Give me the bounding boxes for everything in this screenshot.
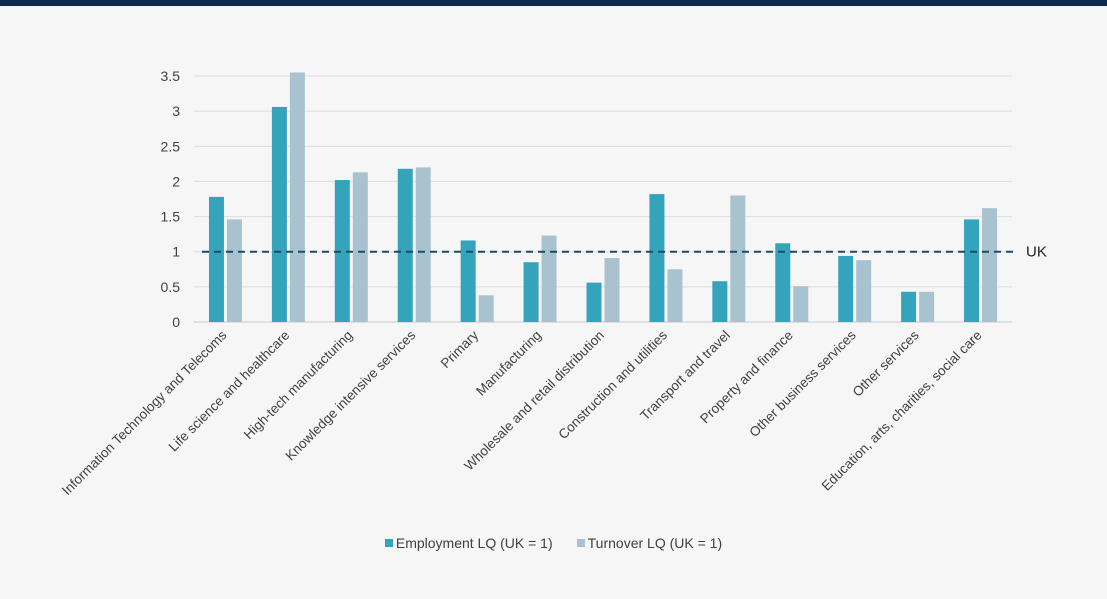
gridlines xyxy=(194,75,1012,323)
legend-label-employment: Employment LQ (UK = 1) xyxy=(395,535,553,551)
bar-employment xyxy=(901,291,917,322)
bar-employment xyxy=(775,243,791,322)
bar-employment xyxy=(712,281,728,322)
bar-employment xyxy=(460,240,476,322)
bar-employment xyxy=(208,196,224,322)
bar-turnover xyxy=(982,208,998,322)
bar-employment xyxy=(397,168,413,322)
x-axis-labels: Information Technology and TelecomsLife … xyxy=(59,327,985,498)
y-tick-label: 1 xyxy=(172,244,180,260)
bar-turnover xyxy=(541,235,557,322)
bar-turnover xyxy=(667,269,683,322)
y-tick-label: 0.5 xyxy=(161,279,181,295)
x-category-label: Life science and healthcare xyxy=(166,328,293,455)
x-category-label: Other services xyxy=(850,327,922,399)
bar-turnover xyxy=(226,219,242,322)
y-tick-label: 3 xyxy=(172,103,180,119)
bar-turnover xyxy=(730,195,746,322)
y-tick-label: 1.5 xyxy=(161,209,181,225)
bar-turnover xyxy=(352,172,368,322)
bar-turnover xyxy=(289,72,305,322)
bar-employment xyxy=(964,219,980,322)
legend-label-turnover: Turnover LQ (UK = 1) xyxy=(587,535,723,551)
x-category-label: Other business services xyxy=(746,327,859,440)
bar-employment xyxy=(586,282,602,322)
y-tick-label: 2.5 xyxy=(161,138,181,154)
bar-employment xyxy=(838,255,854,322)
x-category-label: Primary xyxy=(438,327,482,371)
bar-turnover xyxy=(793,286,809,322)
bar-employment xyxy=(523,262,539,322)
bar-turnover xyxy=(478,295,494,322)
legend-swatch-turnover xyxy=(576,539,585,547)
bar-turnover xyxy=(919,291,935,322)
reference-line-group: UK xyxy=(202,244,1047,261)
top-bar xyxy=(0,0,1107,6)
bar-turnover xyxy=(415,167,431,322)
bar-turnover xyxy=(856,260,872,322)
reference-line-label: UK xyxy=(1026,244,1047,261)
y-axis-ticks: 0 0.5 1 1.5 2 2.5 3 3.5 xyxy=(161,68,181,330)
y-tick-label: 3.5 xyxy=(161,68,181,84)
y-tick-label: 0 xyxy=(172,314,180,330)
legend: Employment LQ (UK = 1) Turnover LQ (UK =… xyxy=(0,535,1107,551)
bar-employment xyxy=(271,106,287,322)
legend-swatch-employment xyxy=(384,539,393,547)
bar-turnover xyxy=(604,258,620,322)
legend-item-turnover: Turnover LQ (UK = 1) xyxy=(576,535,723,551)
x-category-label: Manufacturing xyxy=(473,328,544,399)
x-category-label: Construction and utilities xyxy=(555,327,670,442)
bar-employment xyxy=(649,194,665,322)
x-category-label: Knowledge intensive services xyxy=(283,327,419,463)
bars xyxy=(208,72,998,322)
y-tick-label: 2 xyxy=(172,173,180,189)
legend-item-employment: Employment LQ (UK = 1) xyxy=(384,535,553,551)
x-category-label: High-tech manufacturing xyxy=(241,328,356,443)
bar-employment xyxy=(334,180,350,322)
